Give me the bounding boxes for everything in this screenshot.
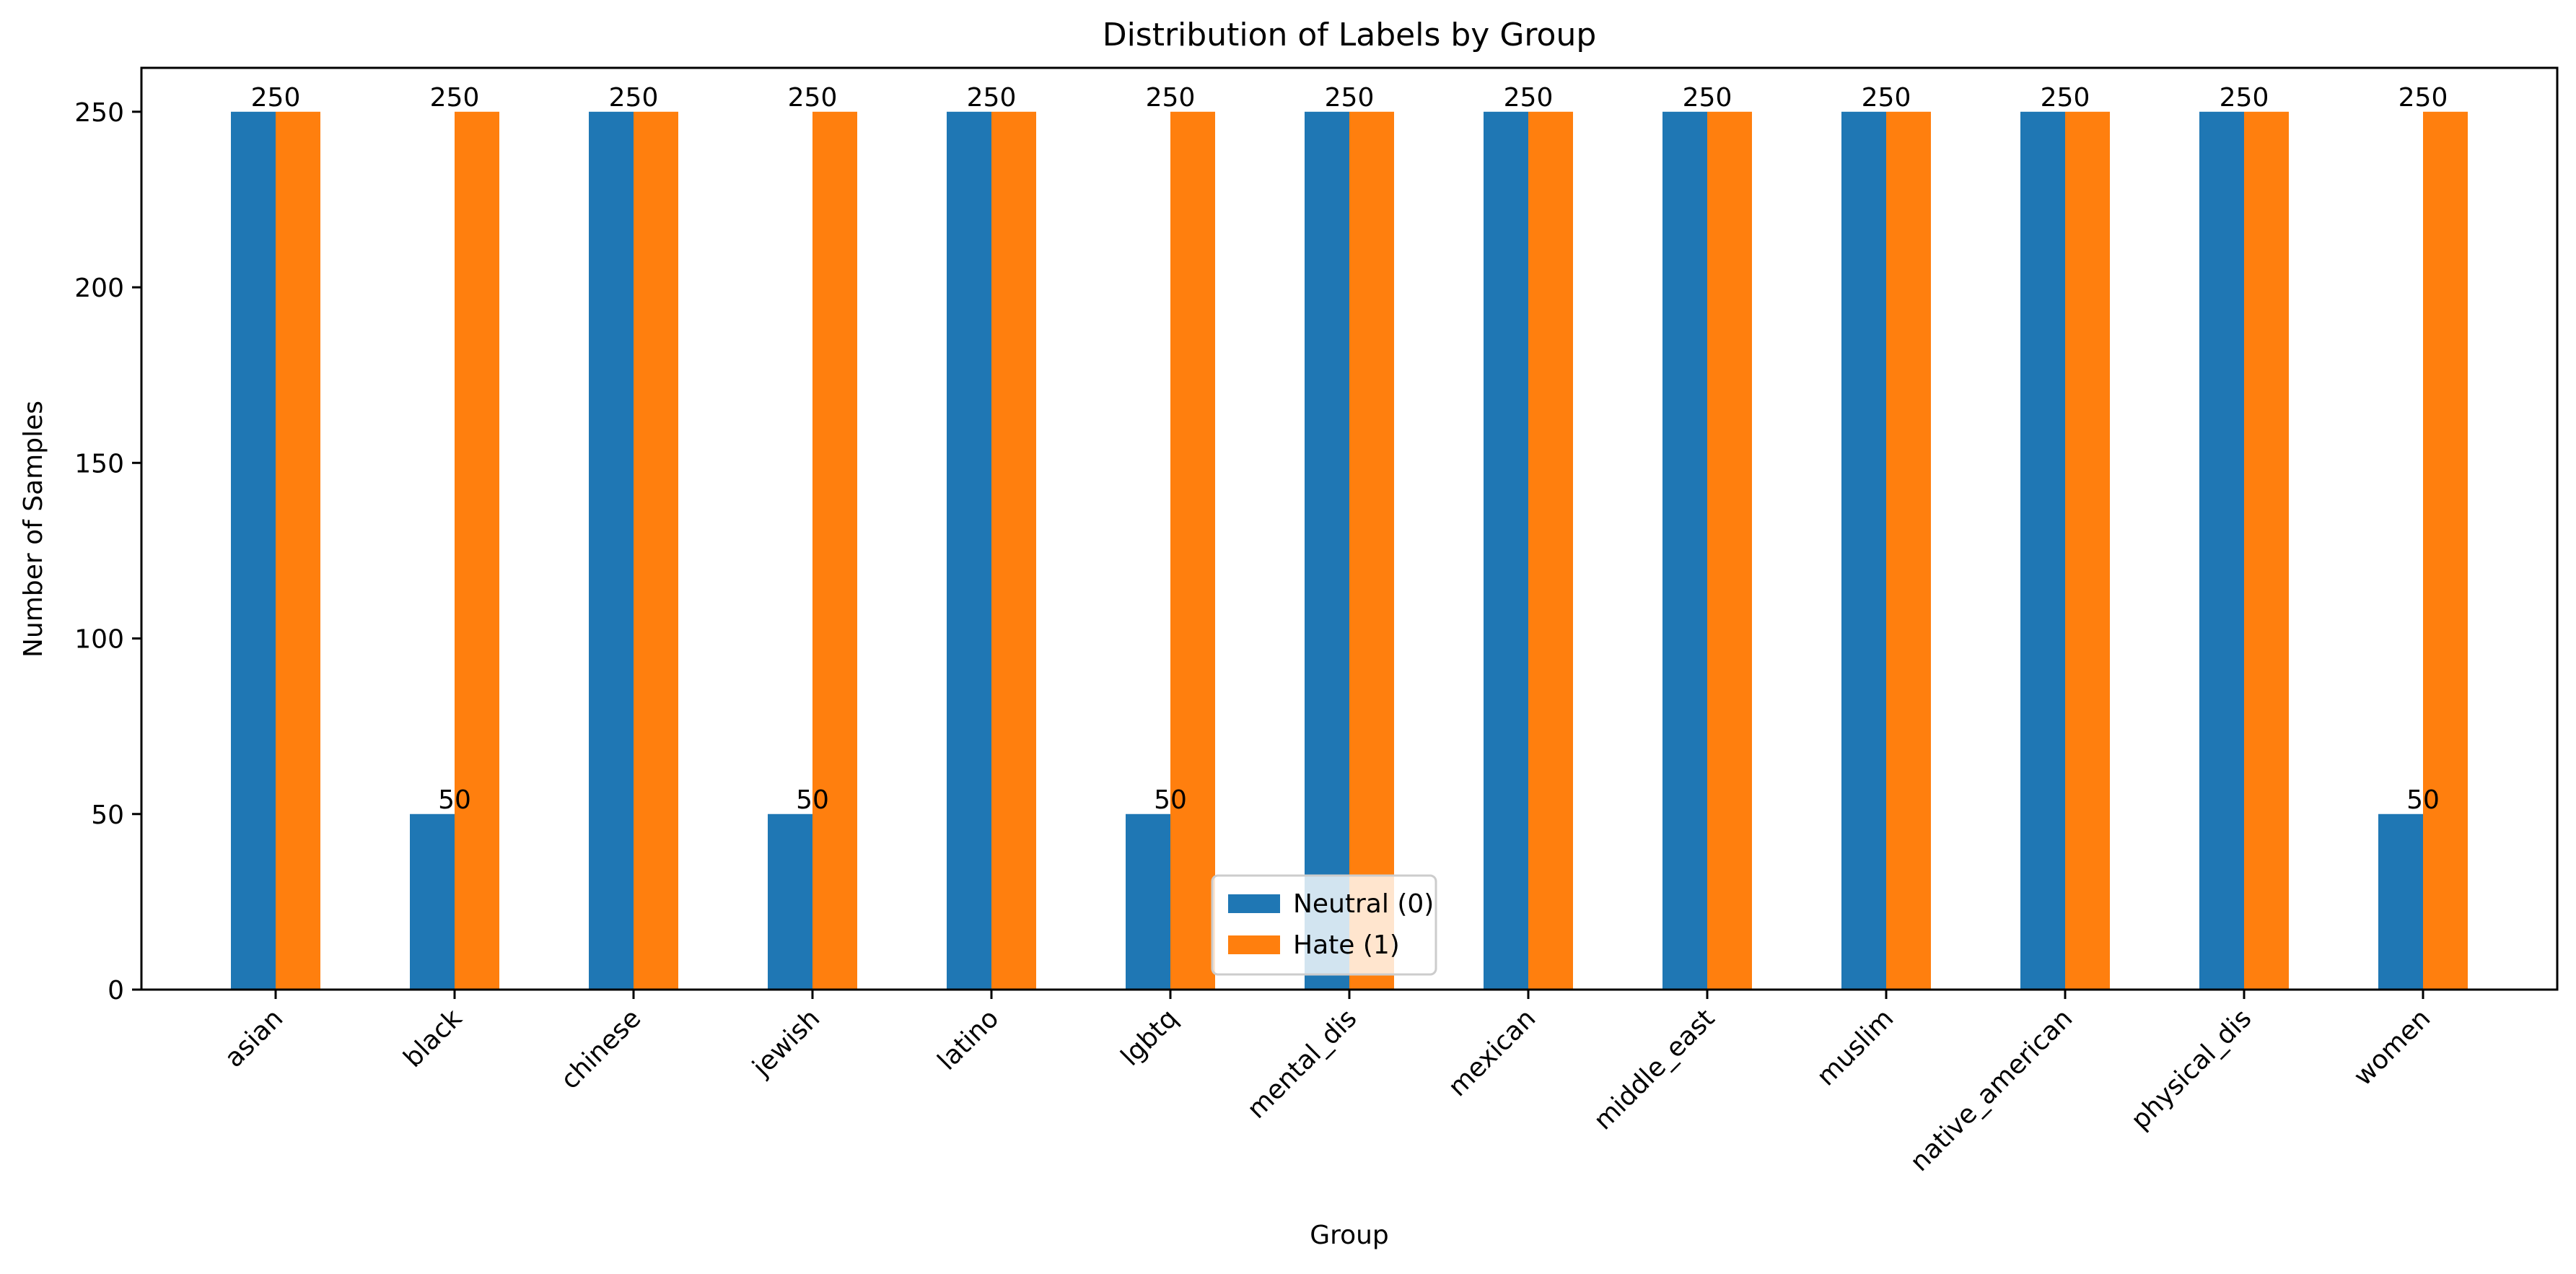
- x-axis-label: Group: [1310, 1221, 1389, 1250]
- bar-label-physical_dis-250: 250: [2220, 83, 2269, 113]
- bar-labels-layer: 250 250 50 250 250 50 250 250 50 250 250 250 250 250 2…: [251, 83, 2448, 815]
- bar-label-mental_dis-250: 250: [1325, 83, 1375, 113]
- y-tick-label-100: 100: [74, 625, 124, 655]
- bar-mexican-hate: [1528, 111, 1573, 990]
- bar-jewish-neutral: [768, 813, 812, 990]
- bar-label-lgbtq-250: 250: [1146, 83, 1196, 113]
- bar-chinese-hate: [634, 111, 678, 990]
- bar-asian-neutral: [231, 111, 276, 990]
- bar-label-asian-250: 250: [251, 83, 301, 113]
- bar-muslim-hate: [1886, 111, 1931, 990]
- bar-women-hate: [2423, 111, 2468, 990]
- legend-label-neutral: Neutral (0): [1293, 889, 1434, 919]
- bar-jewish-hate: [812, 111, 857, 990]
- bar-women-neutral: [2378, 813, 2423, 990]
- bar-chinese-neutral: [589, 111, 634, 990]
- bar-label-muslim-250: 250: [1862, 83, 1911, 113]
- bar-muslim-neutral: [1841, 111, 1886, 990]
- y-tick-label-250: 250: [74, 98, 124, 128]
- y-axis-label: Number of Samples: [19, 401, 48, 658]
- bar-black-neutral: [410, 813, 455, 990]
- chart-title: Distribution of Labels by Group: [1103, 17, 1597, 53]
- bar-label-mexican-250: 250: [1504, 83, 1554, 113]
- bar-physical_dis-hate: [2244, 111, 2289, 990]
- bar-middle_east-neutral: [1662, 111, 1707, 990]
- bar-label-jewish-50: 50: [796, 785, 829, 815]
- bar-latino-hate: [991, 111, 1036, 990]
- bar-label-black-250: 250: [430, 83, 480, 113]
- bar-label-women-250: 250: [2398, 83, 2448, 113]
- bar-label-chinese-250: 250: [609, 83, 659, 113]
- bar-middle_east-hate: [1707, 111, 1752, 990]
- plot-frame: [140, 66, 2559, 991]
- bar-label-jewish-250: 250: [788, 83, 838, 113]
- y-tick-label-0: 0: [108, 976, 124, 1005]
- bars-layer: [231, 111, 2468, 990]
- bar-mexican-neutral: [1484, 111, 1528, 990]
- bar-asian-hate: [276, 111, 320, 990]
- bar-mental_dis-hate: [1349, 111, 1394, 990]
- bar-black-hate: [455, 111, 499, 990]
- y-axis: 0 50 100 150 200 250: [74, 98, 141, 1005]
- bar-lgbtq-neutral: [1126, 813, 1170, 990]
- y-tick-label-150: 150: [74, 449, 124, 479]
- bar-physical_dis-neutral: [2199, 111, 2244, 990]
- bar-native_american-neutral: [2020, 111, 2065, 990]
- bar-label-native_american-250: 250: [2041, 83, 2090, 113]
- bar-label-middle_east-250: 250: [1683, 83, 1732, 113]
- bar-label-black-50: 50: [438, 785, 471, 815]
- legend-swatch-neutral: [1228, 894, 1280, 913]
- bar-label-latino-250: 250: [967, 83, 1017, 113]
- legend-label-hate: Hate (1): [1293, 930, 1400, 960]
- bar-latino-neutral: [947, 111, 991, 990]
- bar-native_american-hate: [2065, 111, 2110, 990]
- bar-mental_dis-neutral: [1305, 111, 1349, 990]
- y-tick-label-200: 200: [74, 274, 124, 303]
- bar-lgbtq-hate: [1170, 111, 1215, 990]
- legend-swatch-hate: [1228, 935, 1280, 954]
- bar-label-women-50: 50: [2406, 785, 2440, 815]
- y-tick-label-50: 50: [91, 800, 124, 830]
- bar-label-lgbtq-50: 50: [1154, 785, 1187, 815]
- legend: Neutral (0) Hate (1): [1211, 874, 1437, 976]
